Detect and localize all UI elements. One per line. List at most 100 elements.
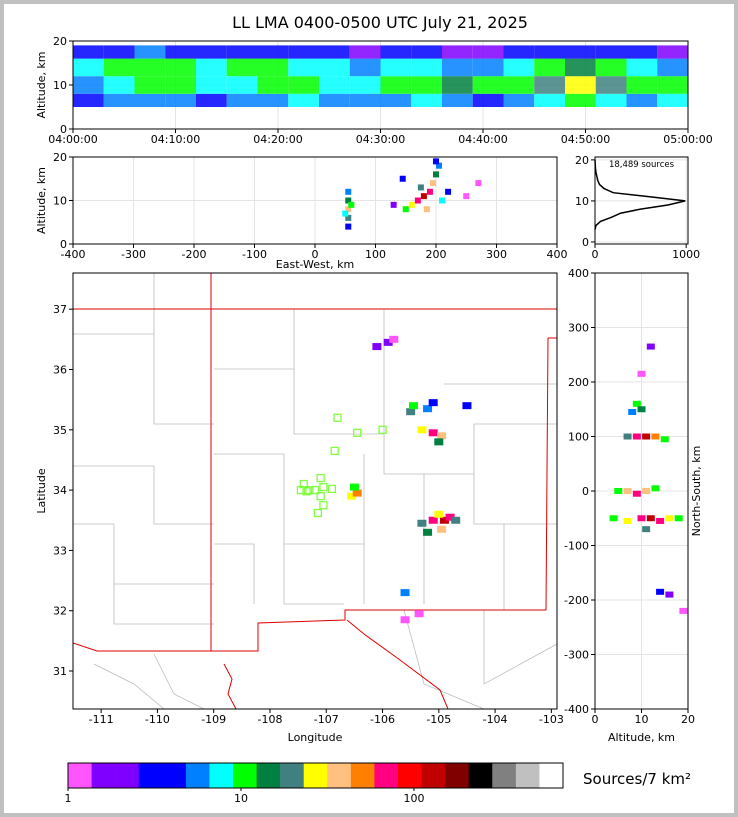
- colorbar-swatch: [162, 763, 187, 788]
- colorbar-swatch: [421, 763, 446, 788]
- density-cell: [288, 93, 319, 107]
- density-cell: [257, 45, 289, 59]
- density-cell: [319, 76, 350, 94]
- colorbar-swatch: [115, 763, 140, 788]
- plot-frame: [72, 156, 558, 245]
- density-cell: [439, 197, 446, 204]
- density-cell: [632, 490, 641, 497]
- colorbar-frame: [67, 762, 564, 789]
- density-cell: [472, 58, 504, 77]
- density-cell: [462, 402, 472, 410]
- marks: [296, 335, 472, 624]
- density-cell: [349, 76, 381, 94]
- density-cell: [103, 45, 135, 59]
- density-cell: [503, 76, 535, 94]
- y-tick-label: -100: [564, 540, 589, 553]
- colorbar-swatch: [138, 763, 163, 788]
- station: [305, 485, 314, 495]
- colorbar-swatch: [233, 763, 257, 788]
- density-cell: [196, 76, 227, 94]
- density-cell: [436, 162, 443, 169]
- density-cell: [420, 193, 427, 200]
- density-cell: [226, 45, 258, 59]
- profile-line: [594, 159, 686, 230]
- y-tick-label: 0: [582, 485, 589, 498]
- y-tick-label: 20: [53, 35, 67, 48]
- density-cell: [347, 492, 357, 500]
- x-tick-label: -108: [257, 713, 282, 726]
- x-tick-label: 04:50:00: [561, 133, 610, 146]
- density-cell: [534, 93, 565, 107]
- y-tick-label: 35: [53, 424, 67, 437]
- y-axis-label: Altitude, km: [35, 51, 48, 118]
- density-cell: [637, 370, 646, 377]
- density-cell: [414, 610, 424, 618]
- density-cell: [134, 45, 166, 59]
- density-cell: [626, 58, 658, 77]
- density-cell: [383, 338, 393, 346]
- station: [313, 508, 322, 518]
- density-cell: [503, 93, 535, 107]
- density-cell: [349, 483, 359, 491]
- density-cell: [463, 193, 470, 200]
- x-tick-label: 0: [592, 248, 599, 261]
- density-cell: [134, 93, 166, 107]
- density-cell: [414, 197, 421, 204]
- y-tick-label: 20: [53, 151, 67, 164]
- density-cell: [623, 517, 632, 524]
- colorbar-swatch: [91, 763, 116, 788]
- marks: [609, 343, 688, 614]
- density-cell: [380, 58, 412, 77]
- density-cell: [651, 485, 660, 492]
- density-cell: [196, 45, 227, 59]
- density-cell: [399, 175, 406, 182]
- colorbar-swatch: [185, 763, 210, 788]
- density-cell: [656, 517, 665, 524]
- density-cell: [349, 58, 381, 77]
- density-cell: [390, 201, 397, 208]
- density-cell: [439, 516, 449, 524]
- x-tick-label: 1000: [672, 248, 700, 261]
- density-cell: [451, 516, 461, 524]
- density-cell: [352, 489, 362, 497]
- plot-frame: [594, 272, 689, 710]
- density-cell: [345, 197, 352, 204]
- colorbar-swatch: [209, 763, 234, 788]
- density-cell: [534, 58, 565, 77]
- density-cell: [408, 201, 415, 208]
- density-cell: [565, 58, 596, 77]
- chart: LL LMA 0400-0500 UTC July 21, 2025 04:00…: [35, 13, 713, 805]
- density-cell: [472, 76, 504, 94]
- x-tick-label: -111: [89, 713, 114, 726]
- x-tick-label: -100: [242, 248, 267, 261]
- x-tick-label: 04:00:00: [48, 133, 97, 146]
- density-cell: [632, 400, 641, 407]
- density-cell: [226, 93, 258, 107]
- density-cell: [472, 45, 504, 59]
- y-tick-label: 0: [60, 123, 67, 136]
- density-cell: [642, 526, 651, 533]
- y-tick-label: 32: [53, 605, 67, 618]
- density-cell: [165, 93, 196, 107]
- density-cell: [417, 519, 427, 527]
- density-cell: [657, 76, 688, 94]
- panel: 0 1000 0 10 20 18,489 sources: [575, 154, 700, 261]
- y-tick-label: 33: [53, 544, 67, 557]
- y-tick-label: 10: [575, 195, 589, 208]
- density-cell: [429, 180, 436, 187]
- density-cell: [257, 76, 289, 94]
- density-cell: [417, 426, 427, 434]
- colorbar-swatch: [327, 763, 352, 788]
- y-tick-label: -400: [564, 703, 589, 716]
- x-tick-label: -109: [201, 713, 226, 726]
- x-tick-label: 100: [365, 248, 386, 261]
- station: [316, 491, 325, 501]
- density-cell: [637, 406, 646, 413]
- density-cell: [134, 76, 166, 94]
- x-tick-label: -103: [539, 713, 564, 726]
- marks: [73, 45, 688, 107]
- density-cell: [103, 58, 135, 77]
- density-cell: [73, 93, 104, 107]
- x-tick-label: 0: [312, 248, 319, 261]
